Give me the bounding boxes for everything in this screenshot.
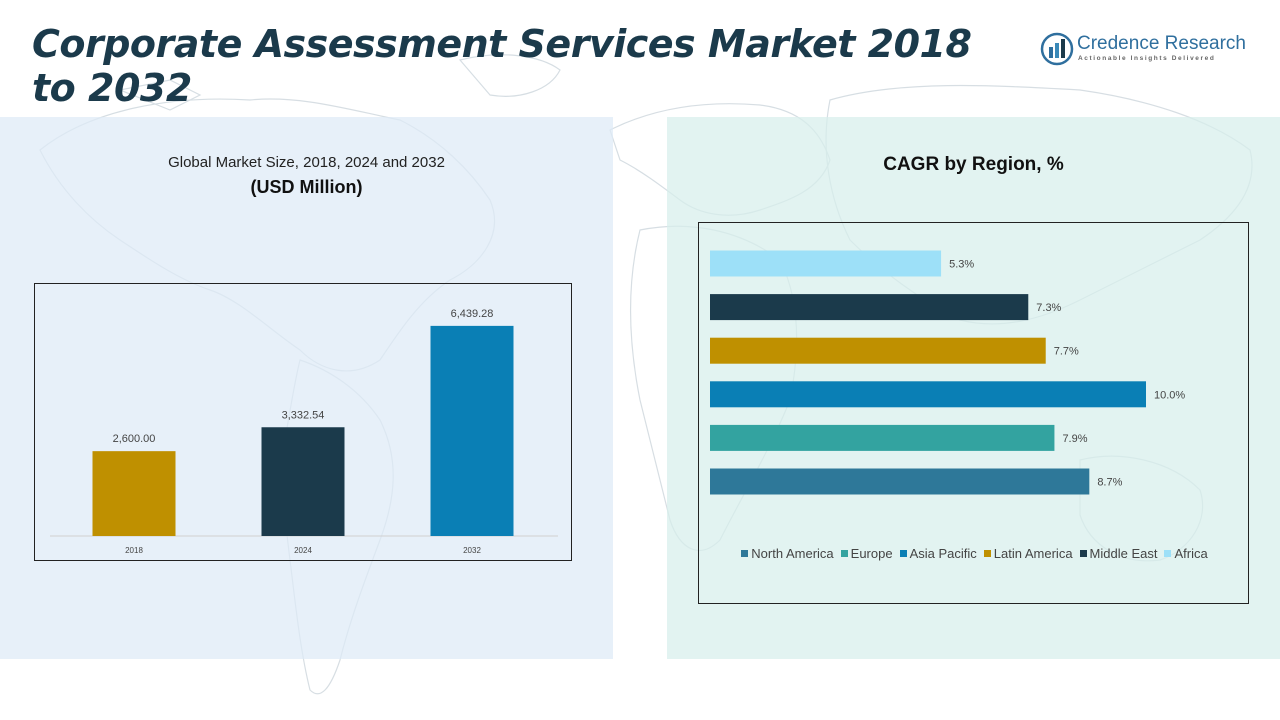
logo-tagline: Actionable Insights Delivered [1078, 55, 1216, 62]
legend-item: Asia Pacific [899, 546, 977, 561]
legend-label: Europe [850, 546, 893, 561]
legend-swatch [840, 550, 848, 557]
market-size-chart-svg: 2,600.00 2018 3,332.54 2024 6,439.28 2032 [50, 308, 558, 555]
bar-2024 [261, 427, 345, 536]
logo-icon [1040, 32, 1074, 66]
legend-label: Middle East [1089, 546, 1158, 561]
legend-label: Latin America [993, 546, 1073, 561]
bar-value-label: 6,439.28 [451, 308, 494, 320]
x-tick-label: 2018 [125, 546, 143, 555]
legend-swatch [983, 550, 991, 557]
bar-value-label: 8.7% [1097, 477, 1122, 489]
x-tick-label: 2024 [294, 546, 312, 555]
cagr-legend: North America Europe Asia Pacific Latin Ame… [699, 546, 1250, 561]
legend-label: North America [751, 546, 834, 561]
bar-value-label: 2,600.00 [113, 433, 156, 445]
market-size-chart: 2,600.00 2018 3,332.54 2024 6,439.28 2032 [34, 283, 572, 561]
bar-value-label: 3,332.54 [282, 409, 325, 421]
bar-africa [710, 250, 942, 277]
market-size-chart-title: Global Market Size, 2018, 2024 and 2032 [168, 154, 445, 171]
bar-value-label: 7.3% [1036, 302, 1061, 314]
legend-swatch [1079, 550, 1087, 557]
legend-item: North America [741, 546, 834, 561]
company-logo: Credence Research Actionable Insights De… [1040, 32, 1260, 72]
page-title: Corporate Assessment Services Market 201… [32, 22, 972, 110]
bar-latin-america [710, 337, 1046, 364]
bar-value-label: 5.3% [949, 259, 974, 271]
legend-label: Africa [1174, 546, 1208, 561]
legend-item: Europe [840, 546, 893, 561]
x-tick-label: 2032 [463, 546, 481, 555]
legend-item: Latin America [983, 546, 1073, 561]
legend-label: Asia Pacific [909, 546, 977, 561]
cagr-chart-svg: 5.3% 7.3% 7.7% 10.0% 7.9% 8.7% [710, 250, 1185, 495]
legend-swatch [741, 550, 749, 557]
bar-2032 [430, 325, 514, 536]
legend-item: Middle East [1079, 546, 1158, 561]
bar-value-label: 7.9% [1062, 433, 1087, 445]
bar-asia-pacific [710, 381, 1146, 408]
bar-value-label: 7.7% [1054, 346, 1079, 358]
bar-north-america [710, 468, 1090, 495]
market-size-unit: (USD Million) [250, 177, 363, 197]
bar-europe [710, 424, 1055, 451]
legend-item: Africa [1164, 546, 1208, 561]
cagr-chart-title: CAGR by Region, % [883, 154, 1064, 175]
legend-swatch [1164, 550, 1172, 557]
cagr-chart: 5.3% 7.3% 7.7% 10.0% 7.9% 8.7% North America E… [698, 222, 1249, 604]
bar-middle-east [710, 294, 1029, 321]
logo-name: Credence Research [1077, 33, 1246, 54]
legend-swatch [899, 550, 907, 557]
bar-2018 [92, 451, 176, 536]
bar-value-label: 10.0% [1154, 389, 1185, 401]
